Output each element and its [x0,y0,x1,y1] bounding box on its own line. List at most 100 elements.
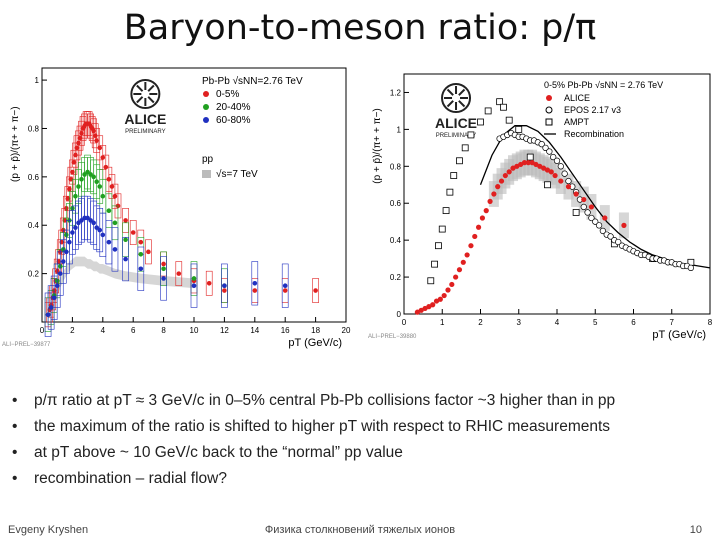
x-tick-label: 16 [281,326,290,335]
y-tick-label: 0.2 [28,270,40,279]
data-point-20-40pct [107,208,112,213]
ampt-point [573,209,579,215]
x-tick-label: 7 [670,318,675,327]
legend-entry: EPOS 2.17 v3 [564,105,621,115]
legend-entry: 0-5% [216,89,239,100]
epos-point [554,158,560,164]
alice-data-point [491,191,496,196]
data-point-60-80pct [101,233,106,238]
legend-marker [203,91,209,97]
ampt-point [435,243,441,249]
y-tick-label: 0.6 [28,173,40,182]
y-tick-label: 1.2 [390,88,402,97]
data-point-60-80pct [222,283,227,288]
x-tick-label: 2 [478,318,483,327]
bullet-item: recombination – radial flow? [8,466,708,492]
alice-data-point [558,178,563,183]
ampt-point [527,154,533,160]
x-tick-label: 10 [190,326,199,335]
alice-data-point [445,287,450,292]
ampt-point [447,189,453,195]
y-tick-label: 1 [35,76,40,85]
alice-data-point [549,169,554,174]
data-point-0-5pct [146,250,151,255]
data-point-0-5pct [123,218,128,223]
y-tick-label: 1 [397,125,402,134]
alice-data-point [499,178,504,183]
data-point-60-80pct [123,257,128,262]
y-tick-label: 0.6 [390,199,402,208]
alice-data-point [468,243,473,248]
legend-marker [546,95,552,101]
legend-marker [546,107,552,113]
legend-entry: AMPT [564,117,590,127]
legend-entry: 20-40% [216,102,251,113]
legend-marker [203,104,209,110]
x-tick-label: 18 [311,326,320,335]
data-point-20-40pct [113,221,118,226]
epos-point [585,210,591,216]
alice-data-point [480,215,485,220]
alice-data-point [589,204,594,209]
ampt-point [432,261,438,267]
figure-id: ALI−PREL−39877 [2,342,51,348]
alice-data-point [574,191,579,196]
x-tick-label: 4 [555,318,560,327]
data-point-0-5pct [177,271,182,276]
alice-logo-text: ALICE [124,111,166,127]
data-point-20-40pct [161,266,166,271]
data-point-20-40pct [192,276,197,281]
alice-data-point [461,260,466,265]
data-point-60-80pct [283,283,288,288]
y-axis-label: (p + p̄)/(π+ + π−) [372,108,383,184]
y-tick-label: 0.8 [28,124,40,133]
alice-data-point [503,173,508,178]
y-axis-label: (p + p̄)/(π+ + π−) [10,106,21,182]
preliminary-label: PRELIMINARY [125,129,166,135]
y-tick-label: 0 [397,310,402,319]
data-point-0-5pct [139,240,144,245]
y-tick-label: 0.2 [390,273,402,282]
x-tick-label: 14 [250,326,259,335]
x-tick-label: 4 [101,326,106,335]
figure-id: ALI−PREL−39880 [368,334,417,340]
data-point-0-5pct [222,288,227,293]
y-tick-label: 0.4 [28,221,40,230]
alice-data-point [602,215,607,220]
ampt-point [506,117,512,123]
alice-logo-text: ALICE [435,115,477,131]
legend-marker [546,119,552,125]
data-point-60-80pct [113,247,118,252]
data-point-20-40pct [123,237,128,242]
ampt-point [485,108,491,114]
data-point-0-5pct [131,230,136,235]
x-tick-label: 8 [708,318,713,327]
epos-point [562,171,568,177]
alice-data-point [581,197,586,202]
bullet-list: p/π ratio at pT ≈ 3 GeV/c in 0–5% centra… [8,388,708,492]
ampt-point [500,104,506,110]
epos-point [566,178,572,184]
data-point-60-80pct [107,240,112,245]
alice-data-point [453,274,458,279]
x-tick-label: 6 [131,326,136,335]
epos-point [547,149,553,155]
epos-point [581,204,587,210]
page-number: 10 [690,524,702,536]
ampt-point [478,119,484,125]
ampt-point [451,173,457,179]
bullet-item: at pT above ~ 10 GeV/c back to the “norm… [8,440,708,466]
ampt-point [462,145,468,151]
ampt-point [544,182,550,188]
alice-data-point [621,223,626,228]
x-tick-label: 1 [440,318,445,327]
data-point-60-80pct [139,266,144,271]
x-axis-label: pT (GeV/c) [652,329,706,341]
legend-pp-entry: √s=7 TeV [216,168,258,180]
alice-data-point [472,234,477,239]
slide-title: Baryon-to-meson ratio: p/π [0,8,720,48]
alice-data-point [465,252,470,257]
ampt-point [428,278,434,284]
alice-data-point [495,184,500,189]
x-tick-label: 2 [70,326,75,335]
